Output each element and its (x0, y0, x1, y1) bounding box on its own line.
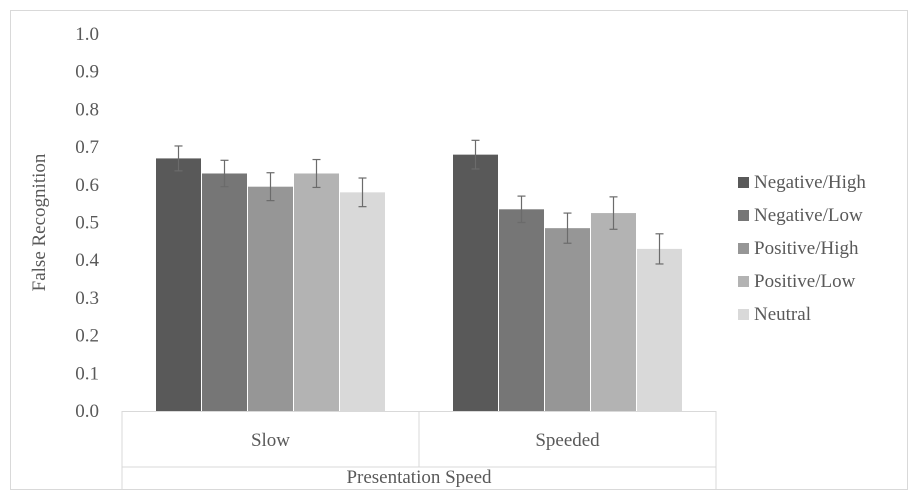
bar (637, 248, 682, 411)
bar (294, 173, 339, 411)
y-tick-label: 0.2 (75, 326, 99, 347)
legend-label: Positive/Low (754, 271, 856, 292)
y-tick-label: 0.9 (75, 62, 99, 83)
legend-label: Positive/High (754, 238, 859, 259)
legend-item: Negative/High (738, 172, 866, 193)
legend-label: Neutral (754, 304, 811, 325)
y-tick-label: 0.3 (75, 288, 99, 309)
bar (248, 186, 293, 411)
legend-item: Positive/Low (738, 271, 856, 292)
legend-swatch (738, 177, 749, 188)
x-axis-category-labels: Slow Speeded (251, 430, 600, 451)
legend-item: Negative/Low (738, 205, 863, 226)
y-tick-label: 0.0 (75, 401, 99, 422)
y-tick-label: 1.0 (75, 24, 99, 45)
y-tick-label: 0.7 (75, 137, 99, 158)
legend-swatch (738, 243, 749, 254)
x-category-label: Speeded (535, 430, 600, 451)
y-tick-label: 0.6 (75, 175, 99, 196)
y-tick-label: 0.1 (75, 363, 99, 384)
y-axis-title: False Recognition (29, 153, 50, 291)
bar (545, 228, 590, 411)
legend-swatch (738, 309, 749, 320)
legend-swatch (738, 276, 749, 287)
legend-label: Negative/Low (754, 205, 863, 226)
legend-label: Negative/High (754, 172, 866, 193)
bar (453, 154, 498, 411)
legend-swatch (738, 210, 749, 221)
x-axis-title: Presentation Speed (346, 467, 492, 488)
y-tick-label: 0.8 (75, 99, 99, 120)
bars (156, 139, 682, 411)
x-category-label: Slow (251, 430, 290, 451)
legend-item: Positive/High (738, 238, 859, 259)
bar (340, 192, 385, 411)
bar (156, 158, 201, 411)
bar (591, 213, 636, 411)
bar (202, 173, 247, 411)
legend: Negative/High Negative/Low Positive/High Po… (738, 172, 866, 325)
x-axis-lines (121, 411, 717, 490)
chart-frame (10, 10, 908, 490)
y-tick-label: 0.4 (75, 250, 99, 271)
y-axis-tick-labels: 0.0 0.1 0.2 0.3 0.4 0.5 0.6 0.7 0.8 0.9 1.0 (75, 24, 99, 422)
y-tick-label: 0.5 (75, 213, 99, 234)
legend-item: Neutral (738, 304, 811, 325)
bar (499, 209, 544, 411)
